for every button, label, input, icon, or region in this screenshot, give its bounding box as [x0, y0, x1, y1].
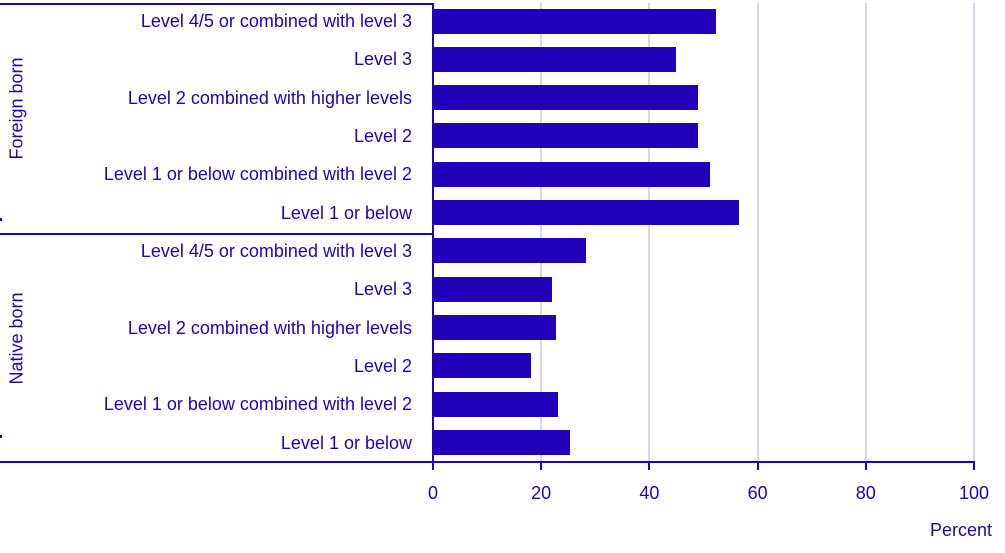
x-axis-line: [0, 461, 975, 463]
x-tick-label: 40: [639, 483, 660, 503]
category-label: Level 4/5 or combined with level 3: [140, 240, 412, 261]
category-label: Level 2 combined with higher levels: [127, 317, 412, 338]
category-label: Level 4/5 or combined with level 3: [140, 11, 412, 31]
y-axis-line: [432, 3, 434, 464]
bar: [433, 430, 570, 456]
group-tick: [0, 435, 2, 438]
gridline: [756, 3, 759, 462]
category-label: Level 2 combined with higher levels: [127, 87, 412, 108]
category-label: Level 3: [353, 49, 412, 70]
bar: [433, 238, 587, 264]
gridline: [864, 3, 867, 462]
x-tick-label: 20: [531, 483, 552, 503]
category-label: Level 3: [353, 279, 412, 300]
bar: [433, 123, 699, 149]
category-label: Level 1 or below combined with level 2: [103, 394, 412, 415]
group-separator: [0, 3, 433, 5]
category-label: Level 1 or below combined with level 2: [103, 164, 412, 185]
bar: [433, 391, 558, 417]
category-label: Level 1 or below: [280, 432, 412, 453]
bar: [433, 8, 716, 34]
bar: [433, 85, 699, 111]
category-label: Level 2: [353, 355, 412, 376]
gridline: [973, 3, 975, 462]
bar: [433, 161, 710, 187]
bar: [433, 353, 531, 379]
x-tick-label: 0: [427, 483, 438, 503]
x-tick-label: 60: [747, 483, 768, 503]
x-axis-title: Percent: [929, 520, 992, 540]
x-tick: [648, 462, 651, 470]
bar: [433, 200, 740, 226]
x-tick-label: 80: [855, 483, 876, 503]
group-label: Foreign born: [6, 57, 27, 160]
x-tick: [432, 462, 434, 470]
category-label: Level 2: [353, 125, 412, 146]
x-tick: [540, 462, 543, 470]
category-label: Level 1 or below: [280, 202, 412, 223]
group-tick: [0, 218, 2, 221]
group-separator: [0, 233, 433, 235]
x-tick: [756, 462, 759, 470]
gridline: [648, 3, 651, 462]
x-tick-label: 100: [958, 483, 990, 503]
gridline: [540, 3, 543, 462]
x-tick: [864, 462, 867, 470]
bar: [433, 276, 553, 302]
x-tick: [973, 462, 975, 470]
group-label: Native born: [6, 292, 27, 385]
bar: [433, 46, 676, 72]
bar: [433, 315, 556, 341]
